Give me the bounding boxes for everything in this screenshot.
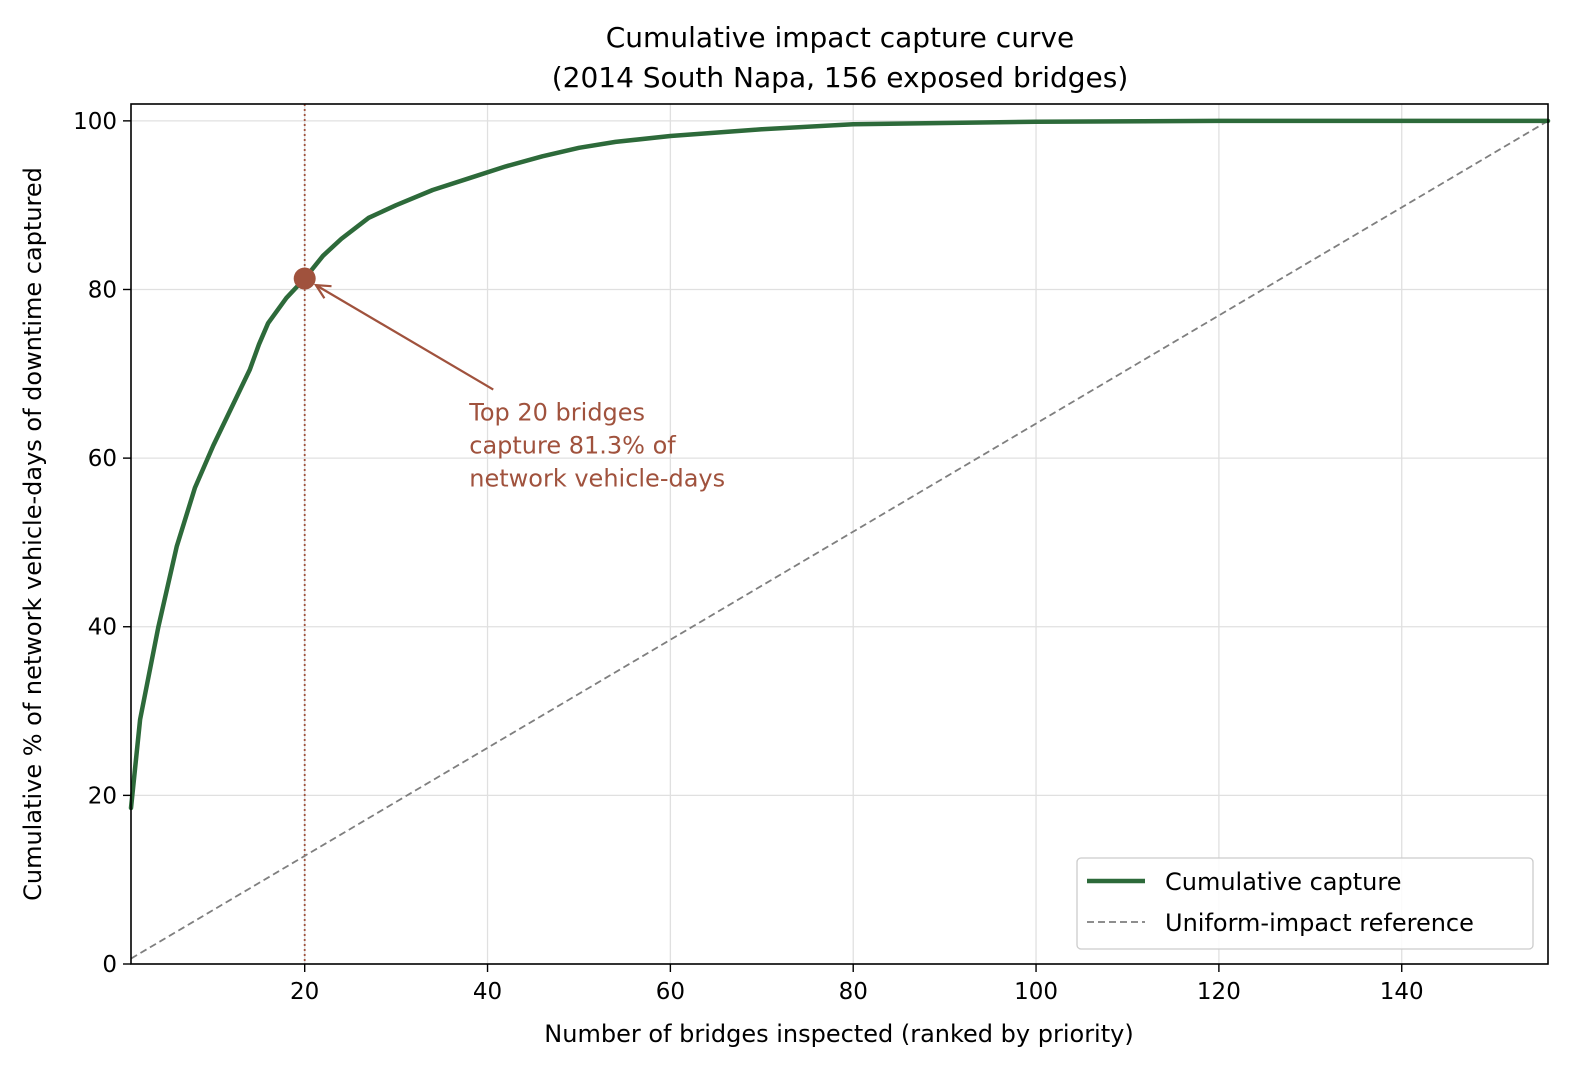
y-tick-label-60: 60 — [88, 446, 117, 472]
x-tick-label-120: 120 — [1197, 979, 1241, 1005]
x-axis: 20 40 60 80 100 120 140 — [290, 964, 1424, 1005]
x-tick-label-100: 100 — [1014, 979, 1058, 1005]
chart-title-line-1: Cumulative impact capture curve — [606, 21, 1075, 54]
annotation-arrow — [315, 284, 494, 391]
chart-subtitle: (2014 South Napa, 156 exposed bridges) — [552, 61, 1129, 94]
series-layer — [128, 104, 1551, 964]
y-tick-label-0: 0 — [102, 952, 117, 978]
y-tick-label-100: 100 — [73, 109, 117, 135]
x-axis-label: Number of bridges inspected (ranked by p… — [544, 1020, 1133, 1048]
y-tick-label-80: 80 — [88, 277, 117, 303]
x-tick-label-80: 80 — [839, 979, 868, 1005]
legend-label-uniform-impact-reference: Uniform-impact reference — [1165, 909, 1474, 937]
legend-box — [1076, 857, 1534, 950]
x-tick-label-60: 60 — [656, 979, 685, 1005]
annotation-text-line-2: capture 81.3% of — [469, 432, 676, 460]
highlight-point — [293, 267, 316, 290]
x-tick-label-20: 20 — [290, 979, 319, 1005]
series-line-uniform-impact-reference — [130, 120, 1549, 960]
y-tick-label-20: 20 — [88, 783, 117, 809]
annotation-text-line-3: network vehicle-days — [469, 465, 725, 493]
legend-label-cumulative-capture: Cumulative capture — [1165, 868, 1401, 896]
annotation-arrow-head — [313, 283, 332, 299]
x-tick-label-40: 40 — [473, 979, 502, 1005]
series-line-cumulative-capture — [128, 118, 1551, 811]
annotation-layer: Top 20 bridges capture 81.3% of network ve… — [313, 283, 725, 493]
y-tick-label-40: 40 — [88, 615, 117, 641]
plot-area-frame — [130, 103, 1549, 965]
y-axis-label: Cumulative % of network vehicle-days of … — [19, 167, 47, 901]
legend: Cumulative capture Uniform-impact refere… — [1076, 857, 1534, 950]
annotation-text-line-1: Top 20 bridges — [468, 399, 645, 427]
x-tick-label-140: 140 — [1380, 979, 1424, 1005]
y-axis: 0 20 40 60 80 100 — [73, 109, 131, 978]
chart-title: Cumulative impact capture curve (2014 So… — [552, 21, 1129, 94]
grid — [131, 104, 1548, 965]
